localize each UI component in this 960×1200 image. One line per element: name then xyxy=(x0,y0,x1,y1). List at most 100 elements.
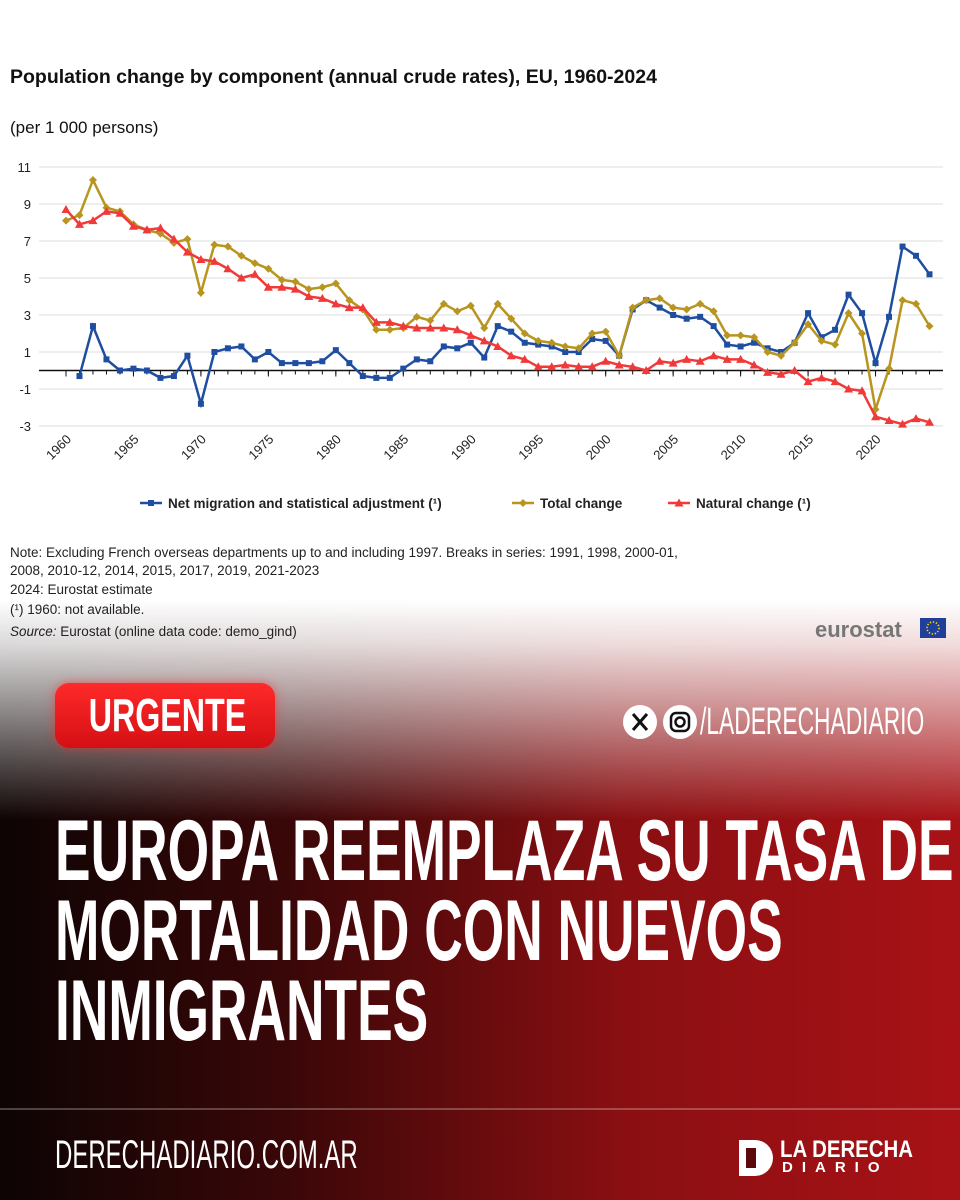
marker xyxy=(911,414,921,423)
marker xyxy=(682,305,691,314)
x-tick-label: 2020 xyxy=(853,432,884,463)
urgent-badge: URGENTE xyxy=(55,683,275,748)
marker xyxy=(412,323,422,332)
marker xyxy=(130,365,137,372)
marker xyxy=(290,284,300,293)
marker xyxy=(426,316,435,325)
y-tick-label: -3 xyxy=(19,419,31,434)
chart: 11 9 7 5 3 1 -1 -3 1960 1965 1970 1975 1980 1985 1990 1… xyxy=(18,160,943,511)
marker xyxy=(400,365,407,372)
legend-label: Total change xyxy=(540,496,623,511)
series-line xyxy=(78,244,931,409)
note: 2024: Eurostat estimate xyxy=(10,582,153,597)
footer-url: DERECHADIARIO.COM.AR xyxy=(55,1133,358,1177)
marker xyxy=(155,223,165,232)
marker xyxy=(615,351,624,360)
marker xyxy=(737,343,744,350)
marker xyxy=(238,343,245,350)
marker xyxy=(440,343,447,350)
marker xyxy=(264,264,273,273)
marker xyxy=(655,356,665,365)
marker xyxy=(534,336,543,345)
marker xyxy=(588,329,597,338)
x-tick-label: 1980 xyxy=(313,432,344,463)
y-tick-label: 11 xyxy=(18,160,32,175)
marker xyxy=(197,400,204,407)
marker xyxy=(304,292,314,300)
y-tick-label: 9 xyxy=(24,197,31,212)
marker xyxy=(709,307,718,316)
marker xyxy=(858,329,867,338)
marker xyxy=(61,216,70,225)
x-tick-label: 2015 xyxy=(785,432,816,463)
marker xyxy=(372,325,381,334)
marker xyxy=(184,352,191,359)
legend-label: Natural change (¹) xyxy=(696,496,811,511)
marker xyxy=(614,360,624,369)
marker xyxy=(697,313,704,320)
x-tick-label: 1975 xyxy=(245,432,276,463)
marker xyxy=(251,356,258,363)
note: Note: Excluding French overseas departme… xyxy=(10,545,678,560)
marker xyxy=(344,303,354,312)
marker xyxy=(371,317,381,326)
marker xyxy=(398,321,408,330)
marker xyxy=(859,310,866,317)
note: 2008, 2010-12, 2014, 2015, 2017, 2019, 2… xyxy=(10,563,320,578)
marker xyxy=(169,234,179,243)
marker xyxy=(898,296,907,305)
marker xyxy=(898,419,908,428)
marker xyxy=(547,338,556,347)
marker xyxy=(817,373,827,382)
marker xyxy=(346,360,353,367)
marker xyxy=(479,336,489,345)
marker xyxy=(682,354,692,363)
marker xyxy=(480,323,489,332)
marker xyxy=(89,323,96,330)
marker xyxy=(817,336,826,345)
headline-line: EUROPA REEMPLAZA SU TASA DE xyxy=(55,803,954,899)
marker xyxy=(412,312,421,321)
marker xyxy=(749,360,759,369)
marker xyxy=(574,362,584,371)
marker xyxy=(830,377,840,386)
marker xyxy=(520,329,529,338)
marker xyxy=(331,299,341,308)
marker xyxy=(236,273,246,282)
marker xyxy=(385,317,395,326)
marker xyxy=(88,175,97,184)
marker xyxy=(561,342,570,351)
marker xyxy=(74,219,84,228)
headline-line: MORTALIDAD CON NUEVOS xyxy=(55,883,783,979)
eurostat-logo: eurostat xyxy=(815,617,902,642)
marker xyxy=(656,304,663,311)
marker xyxy=(223,242,232,251)
social-icons xyxy=(623,705,697,739)
marker xyxy=(385,325,394,334)
marker xyxy=(899,243,906,250)
marker xyxy=(683,315,690,322)
marker xyxy=(467,339,474,346)
headline-line: INMIGRANTES xyxy=(55,963,429,1059)
marker xyxy=(508,328,515,335)
marker xyxy=(265,349,272,355)
marker xyxy=(250,259,259,268)
x-tick-label: 1965 xyxy=(111,432,142,463)
marker xyxy=(804,320,813,329)
y-tick-label: 3 xyxy=(24,308,31,323)
divider xyxy=(0,1108,960,1110)
marker xyxy=(574,344,583,353)
marker xyxy=(466,330,476,339)
series-line xyxy=(65,208,930,426)
marker xyxy=(560,360,570,369)
marker xyxy=(413,356,420,363)
marker xyxy=(562,349,569,355)
marker xyxy=(763,367,773,376)
marker xyxy=(170,373,177,380)
y-tick-label: 1 xyxy=(24,345,31,360)
chart-subtitle: (per 1 000 persons) xyxy=(10,118,159,137)
marker xyxy=(493,341,503,350)
marker xyxy=(345,296,354,305)
marker xyxy=(695,356,705,365)
